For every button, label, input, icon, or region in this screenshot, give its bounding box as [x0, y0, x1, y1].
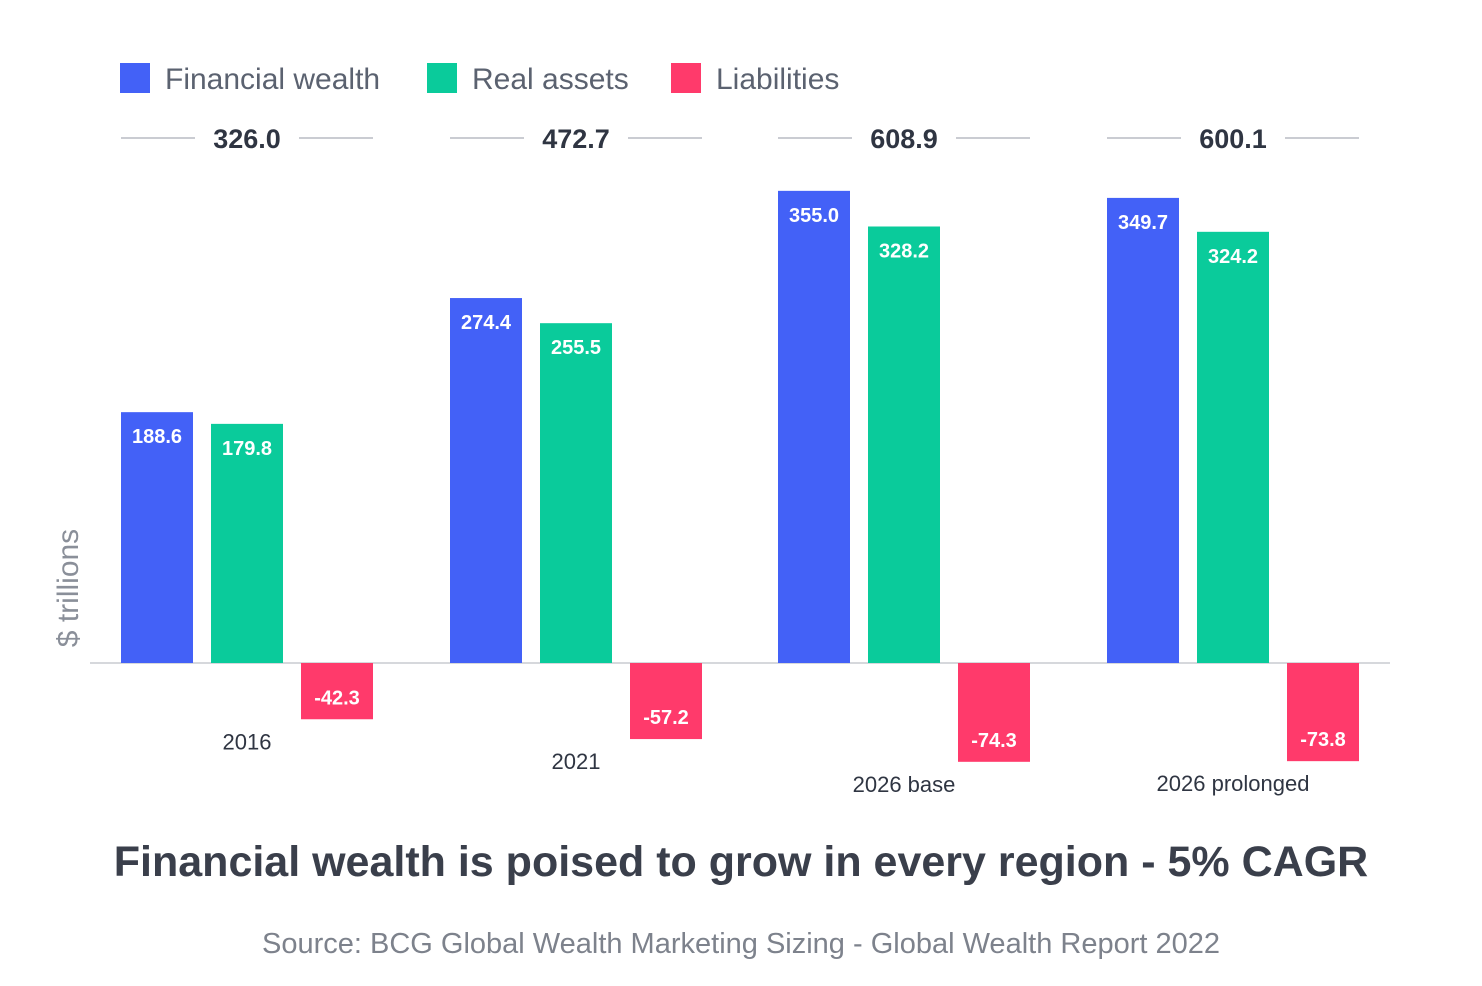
- category-label-3: 2026 prolonged: [1157, 771, 1310, 796]
- bar-value-label-2-3: -73.8: [1300, 729, 1346, 751]
- bar-value-label-0-3: 349.7: [1118, 212, 1168, 234]
- category-totals: 326.0 472.7 608.9 600.1: [121, 124, 1359, 154]
- legend-label-1: Real assets: [472, 63, 629, 96]
- bar-value-label-1-3: 324.2: [1208, 246, 1258, 268]
- total-label-0: 326.0: [213, 124, 281, 154]
- bar-0-3: [1107, 197, 1179, 664]
- bar-value-label-1-0: 179.8: [222, 438, 272, 460]
- category-labels: 2016 2021 2026 base 2026 prolonged: [223, 729, 1310, 797]
- bar-1-1: [540, 323, 612, 663]
- bar-2-3: [1287, 663, 1359, 762]
- bar-value-label-0-1: 274.4: [461, 312, 512, 334]
- bar-chart: Financial wealth Real assets Liabilities 3…: [52, 63, 1390, 797]
- bar-value-label-1-1: 255.5: [551, 337, 601, 359]
- total-label-1: 472.7: [542, 124, 610, 154]
- bar-value-label-2-0: -42.3: [314, 687, 360, 709]
- bar-0-0: [121, 412, 193, 663]
- y-axis-label: $ trillions: [52, 529, 85, 647]
- bars: 188.6 179.8 -42.3 274.4 255.5 -57.2 355.0 328.2…: [121, 190, 1359, 762]
- bar-0-1: [450, 298, 522, 663]
- bar-value-label-2-2: -74.3: [971, 730, 1017, 752]
- legend-swatch-2: [671, 63, 701, 93]
- chart-source: Source: BCG Global Wealth Marketing Sizi…: [261, 928, 1220, 960]
- category-label-1: 2021: [552, 749, 601, 774]
- chart-title: Financial wealth is poised to grow in ev…: [113, 838, 1369, 886]
- bar-1-3: [1197, 231, 1269, 663]
- bar-value-label-1-2: 328.2: [879, 240, 929, 262]
- legend-swatch-0: [120, 63, 150, 93]
- legend: Financial wealth Real assets Liabilities: [120, 63, 839, 96]
- category-label-2: 2026 base: [853, 772, 956, 797]
- bar-value-label-2-1: -57.2: [643, 707, 689, 729]
- bar-2-2: [958, 663, 1030, 762]
- bar-0-2: [778, 190, 850, 663]
- legend-swatch-1: [427, 63, 457, 93]
- bar-value-label-0-0: 188.6: [132, 426, 182, 448]
- category-label-0: 2016: [223, 729, 272, 754]
- bar-2-1: [630, 663, 702, 740]
- total-label-2: 608.9: [870, 124, 938, 154]
- bar-value-label-0-2: 355.0: [789, 205, 839, 227]
- bar-2-0: [301, 663, 373, 720]
- total-label-3: 600.1: [1199, 124, 1267, 154]
- legend-label-0: Financial wealth: [165, 63, 380, 96]
- legend-label-2: Liabilities: [716, 63, 839, 96]
- bar-1-2: [868, 226, 940, 663]
- bar-1-0: [211, 423, 283, 663]
